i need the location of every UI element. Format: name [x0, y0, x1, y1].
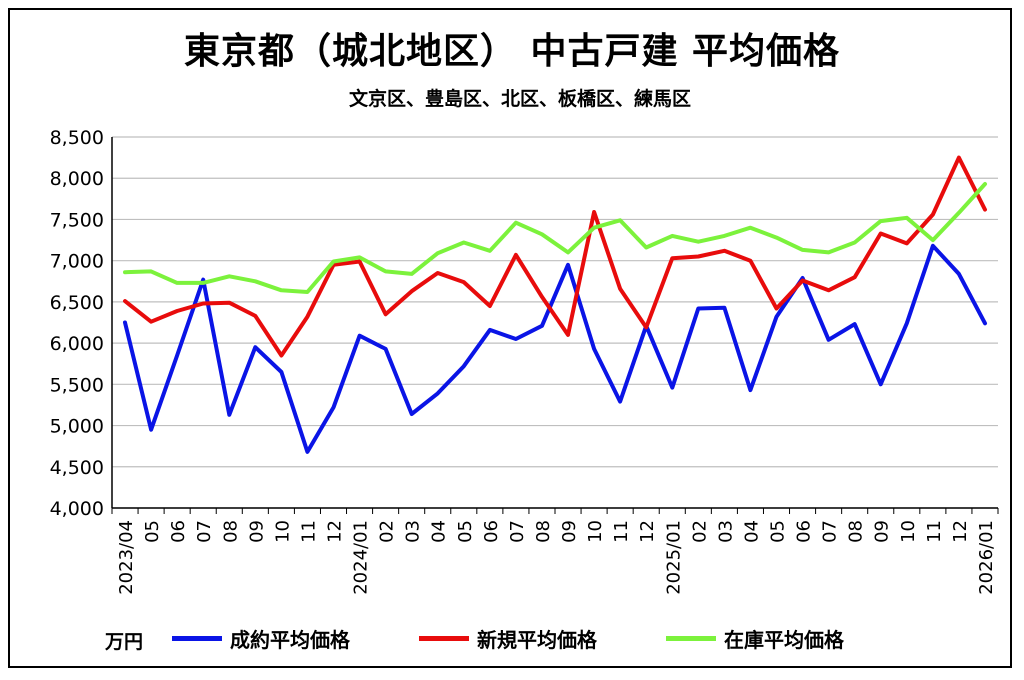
x-tick-label: 05 — [455, 520, 476, 543]
x-tick-label: 11 — [924, 520, 945, 543]
y-tick-label: 7,000 — [50, 251, 104, 273]
x-tick-label: 03 — [403, 520, 424, 543]
legend-item-contract: 成約平均価格 — [172, 624, 350, 653]
x-tick-label: 09 — [559, 520, 580, 543]
y-tick-label: 7,500 — [50, 209, 104, 231]
x-tick-label: 09 — [872, 520, 893, 543]
legend-swatch-stock — [666, 636, 716, 641]
y-tick-label: 4,000 — [50, 498, 104, 520]
series-line-3 — [123, 182, 987, 294]
y-tick-label: 5,000 — [50, 416, 104, 438]
y-tick-label: 4,500 — [50, 457, 104, 479]
legend-label-stock: 在庫平均価格 — [724, 628, 844, 652]
x-tick-label: 08 — [220, 520, 241, 543]
x-tick-label: 12 — [325, 520, 346, 543]
series-line-1 — [123, 243, 987, 454]
x-tick-label: 02 — [689, 520, 710, 543]
x-tick-label: 09 — [246, 520, 267, 543]
x-tick-label: 2023/04 — [116, 520, 137, 595]
legend-item-stock: 在庫平均価格 — [666, 624, 844, 653]
x-tick-label: 11 — [298, 520, 319, 543]
unit-label: 万円 — [105, 631, 144, 653]
y-tick-label: 6,500 — [50, 292, 104, 314]
legend-item-new: 新規平均価格 — [419, 624, 597, 653]
x-tick-label: 05 — [768, 520, 789, 543]
chart-subtitle: 文京区、豊島区、北区、板橋区、練馬区 — [348, 88, 691, 110]
x-tick-label: 12 — [637, 520, 658, 543]
x-tick-label: 02 — [377, 520, 398, 543]
x-tick-label: 10 — [898, 520, 919, 543]
x-tick-label: 11 — [611, 520, 632, 543]
x-tick-label: 06 — [168, 520, 189, 543]
x-tick-label: 2024/01 — [351, 520, 372, 595]
legend: 万円 成約平均価格 新規平均価格 在庫平均価格 — [0, 624, 1024, 654]
x-tick-label: 04 — [741, 520, 762, 543]
y-tick-label: 5,500 — [50, 374, 104, 396]
legend-swatch-contract — [172, 636, 222, 641]
x-tick-label: 05 — [142, 520, 163, 543]
x-tick-label: 07 — [194, 520, 215, 543]
chart-title: 東京都（城北地区） 中古戸建 平均価格 — [183, 31, 841, 72]
x-tick-label: 12 — [950, 520, 971, 543]
legend-swatch-new — [419, 636, 469, 641]
x-tick-label: 06 — [481, 520, 502, 543]
legend-label-contract: 成約平均価格 — [230, 628, 350, 652]
x-tick-label: 06 — [794, 520, 815, 543]
x-tick-label: 03 — [715, 520, 736, 543]
x-tick-label: 10 — [272, 520, 293, 543]
x-tick-label: 2025/01 — [663, 520, 684, 595]
y-tick-label: 8,500 — [50, 127, 104, 149]
x-tick-label: 10 — [585, 520, 606, 543]
legend-label-new: 新規平均価格 — [477, 628, 597, 652]
x-tick-label: 2026/01 — [976, 520, 997, 595]
y-tick-label: 6,000 — [50, 333, 104, 355]
y-tick-label: 8,000 — [50, 168, 104, 190]
x-tick-label: 07 — [820, 520, 841, 543]
x-tick-label: 07 — [507, 520, 528, 543]
x-tick-label: 08 — [533, 520, 554, 543]
x-tick-label: 08 — [846, 520, 867, 543]
x-tick-label: 04 — [429, 520, 450, 543]
series-line-2 — [123, 155, 987, 358]
